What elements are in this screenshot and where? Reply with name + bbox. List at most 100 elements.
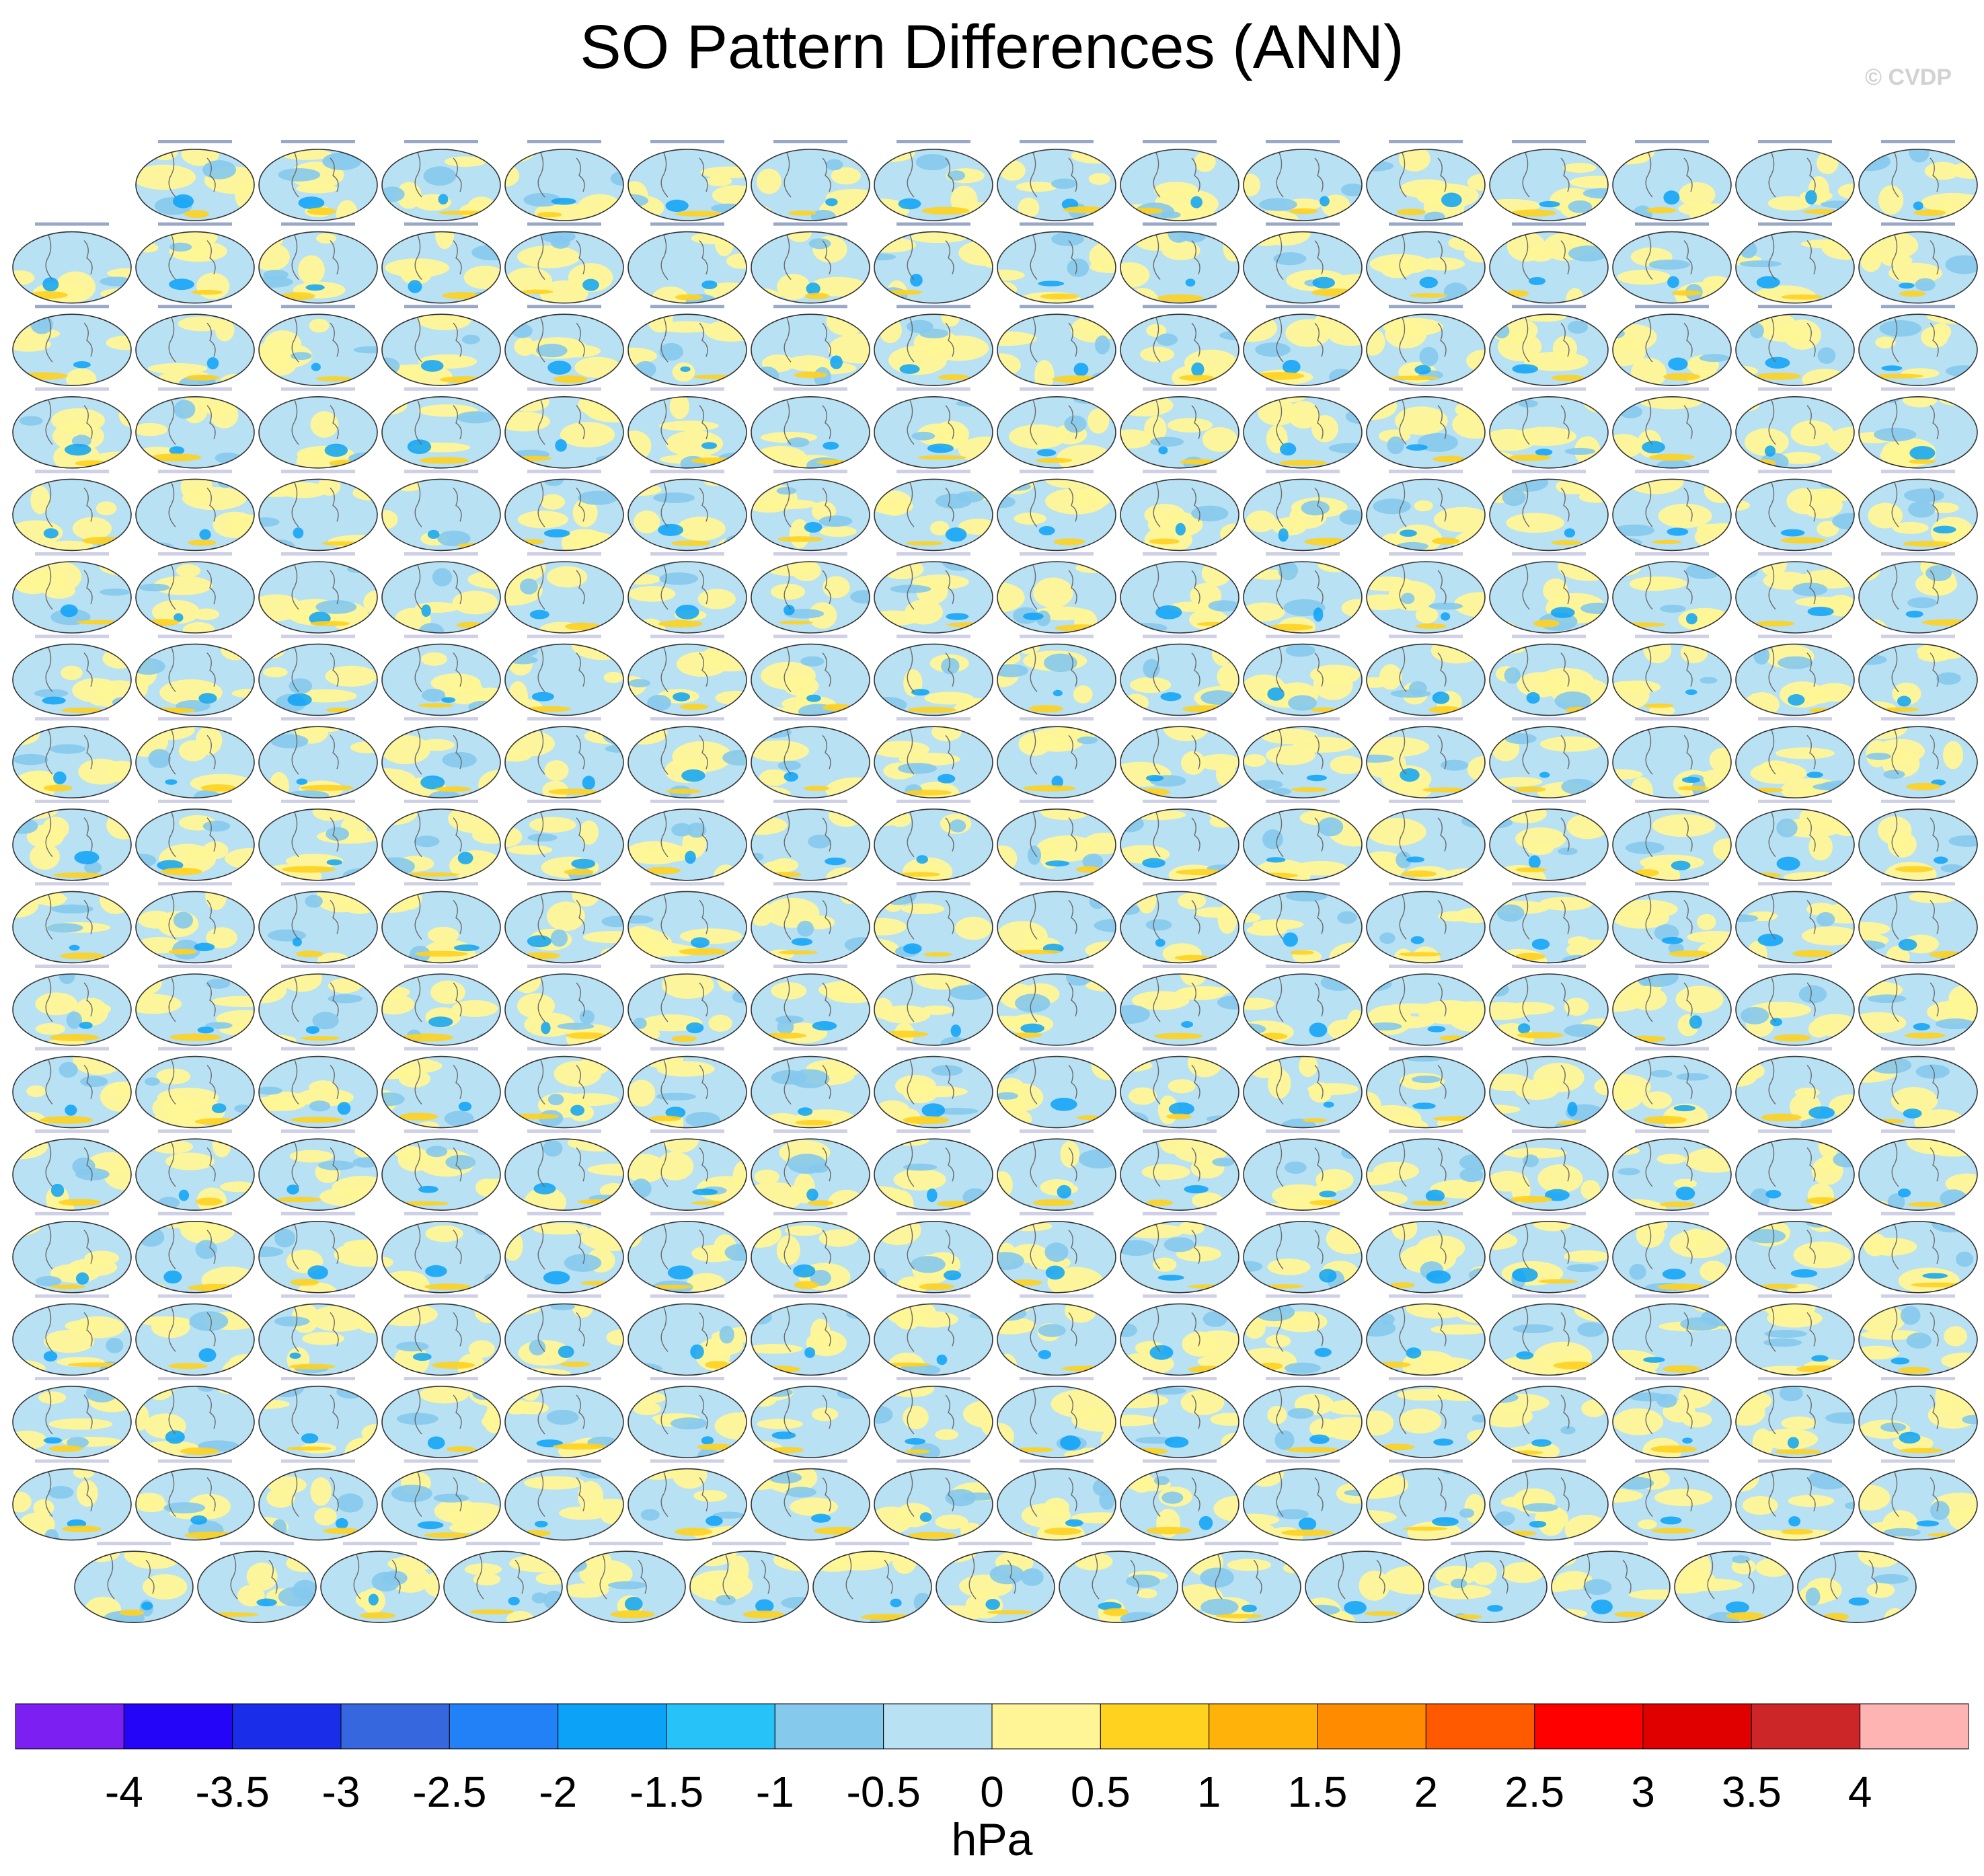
map-panel xyxy=(1858,387,1978,469)
map-outline xyxy=(381,809,501,881)
panel-caption-stub xyxy=(220,1542,294,1546)
panel-caption-stub xyxy=(1820,1542,1894,1546)
map-outline xyxy=(997,478,1116,552)
panel-caption-stub xyxy=(1266,1047,1340,1051)
map-outline xyxy=(874,1221,993,1293)
panel-caption-stub xyxy=(281,140,355,143)
map-outline xyxy=(1243,973,1363,1046)
map-outline xyxy=(751,1138,870,1211)
panel-caption-stub xyxy=(589,1542,663,1546)
panel-caption-stub xyxy=(1143,1459,1217,1463)
map-outline xyxy=(1243,1386,1363,1458)
map-panel xyxy=(12,1377,132,1458)
map-outline xyxy=(1735,809,1855,881)
map-outline xyxy=(258,1386,378,1458)
panel-caption-stub xyxy=(527,1459,601,1463)
panel-caption-stub xyxy=(712,1542,786,1546)
panel-caption-stub xyxy=(404,552,478,556)
map-outline xyxy=(1858,1386,1978,1458)
panel-caption-stub xyxy=(896,470,970,474)
colorbar-box xyxy=(1642,1703,1752,1750)
map-outline xyxy=(504,561,624,634)
panel-caption-stub xyxy=(404,717,478,721)
map-panel xyxy=(627,1129,747,1211)
panel-caption-stub xyxy=(1389,634,1463,638)
map-outline xyxy=(1489,1055,1609,1129)
map-outline xyxy=(997,726,1116,798)
panel-caption-stub xyxy=(1020,1047,1094,1051)
map-panel xyxy=(12,1459,132,1541)
map-outline xyxy=(1735,1303,1855,1376)
colorbar-box xyxy=(774,1703,884,1750)
panel-caption-stub xyxy=(1020,634,1094,638)
panel-caption-stub xyxy=(896,552,970,556)
panel-caption-stub xyxy=(1881,222,1955,226)
map-outline xyxy=(997,1386,1116,1458)
panel-caption-stub xyxy=(896,305,970,309)
map-outline xyxy=(381,561,501,634)
map-panel xyxy=(12,387,132,469)
map-outline xyxy=(1243,1303,1363,1376)
panel-caption-stub xyxy=(1266,387,1340,391)
map-panel xyxy=(874,470,993,552)
map-outline xyxy=(504,1055,624,1129)
map-panel xyxy=(1735,1294,1855,1376)
panel-caption-stub xyxy=(1266,717,1340,721)
map-outline xyxy=(504,1221,624,1293)
map-outline xyxy=(12,643,132,716)
panel-caption-stub xyxy=(1020,140,1094,143)
map-panel xyxy=(627,1377,747,1458)
panel-caption-stub xyxy=(773,140,847,143)
map-panel xyxy=(874,1459,993,1541)
panel-caption-stub xyxy=(1758,1459,1832,1463)
panel-caption-stub xyxy=(1266,140,1340,143)
panel-caption-stub xyxy=(1512,1047,1586,1051)
panel-caption-stub xyxy=(35,305,109,309)
map-panel xyxy=(1059,1542,1178,1623)
map-outline xyxy=(1735,643,1855,716)
panel-caption-stub xyxy=(773,1129,847,1133)
map-outline xyxy=(12,1303,132,1376)
map-panel xyxy=(997,634,1116,716)
colorbar-tick-label: -4 xyxy=(105,1768,143,1816)
map-panel xyxy=(1858,965,1978,1046)
map-outline xyxy=(381,396,501,469)
panel-caption-stub xyxy=(1512,1459,1586,1463)
panel-caption-stub xyxy=(527,799,601,803)
map-outline xyxy=(12,973,132,1046)
map-outline xyxy=(1489,1386,1609,1458)
panel-caption-stub xyxy=(1512,140,1586,143)
map-outline xyxy=(1612,726,1732,798)
panel-caption-stub xyxy=(1881,1211,1955,1215)
map-panel xyxy=(936,1542,1055,1623)
panel-caption-stub xyxy=(158,470,232,474)
map-outline xyxy=(504,726,624,798)
map-panel xyxy=(1612,965,1732,1046)
colorbar-box xyxy=(232,1703,342,1750)
map-outline xyxy=(1489,231,1609,304)
panel-caption-stub xyxy=(158,1294,232,1298)
panel-caption-stub xyxy=(527,634,601,638)
map-outline xyxy=(258,1468,378,1541)
map-outline xyxy=(258,231,378,304)
map-outline xyxy=(1120,1055,1239,1129)
panel-caption-stub xyxy=(281,552,355,556)
panel-caption-stub xyxy=(1635,799,1709,803)
panel-caption-stub xyxy=(1020,799,1094,803)
map-outline xyxy=(936,1550,1055,1623)
panel-caption-stub xyxy=(1881,140,1955,143)
map-outline xyxy=(751,1386,870,1458)
map-panel xyxy=(874,1129,993,1211)
colorbar-tick-label: -2 xyxy=(539,1768,577,1816)
map-outline xyxy=(381,1055,501,1129)
map-outline xyxy=(12,1386,132,1458)
panel-caption-stub xyxy=(1635,717,1709,721)
map-outline xyxy=(1366,1468,1486,1541)
panel-caption-stub xyxy=(404,634,478,638)
map-panel xyxy=(751,470,870,552)
map-panel xyxy=(1366,717,1486,798)
map-panel xyxy=(874,965,993,1046)
panel-caption-stub xyxy=(1143,305,1217,309)
map-outline xyxy=(874,643,993,716)
panel-caption-stub xyxy=(527,222,601,226)
